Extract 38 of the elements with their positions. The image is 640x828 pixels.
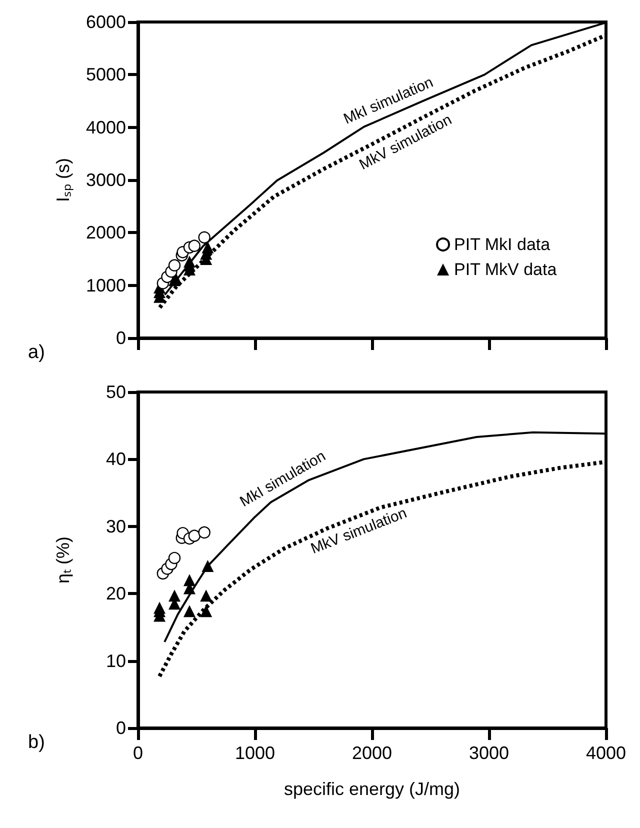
- point: [202, 560, 214, 572]
- text: b): [28, 732, 45, 753]
- point: [198, 526, 210, 539]
- point: [200, 590, 212, 602]
- x-tick-label: 1000: [234, 743, 276, 763]
- point: [183, 605, 196, 618]
- y-tick-label: 0: [116, 328, 126, 348]
- legend-label: PIT MkI data: [454, 235, 551, 254]
- y-tick-label: 30: [106, 516, 126, 536]
- x-tick-label: 0: [132, 743, 144, 763]
- point: [154, 602, 166, 614]
- y-tick-label: 0: [116, 718, 126, 738]
- point: [188, 530, 200, 542]
- y-tick-label: 3000: [86, 170, 126, 190]
- point: [183, 256, 196, 268]
- y-tick-label: 1000: [86, 275, 126, 296]
- point: [188, 240, 200, 252]
- y-tick-label: 20: [106, 584, 126, 604]
- text: a): [28, 342, 45, 363]
- x-axis-title: specific energy (J/mg): [284, 779, 460, 799]
- y-tick-label: 10: [106, 650, 126, 671]
- point: [168, 552, 181, 564]
- point: [200, 605, 212, 618]
- x-tick-label: 4000: [586, 743, 626, 763]
- point: [198, 231, 210, 244]
- point: [183, 574, 196, 586]
- x-tick-label: 3000: [468, 743, 510, 763]
- y-tick-label: 5000: [86, 64, 126, 85]
- point: [168, 259, 181, 272]
- y-tick-label: 2000: [86, 222, 126, 243]
- y-tick-label: 50: [106, 382, 126, 402]
- y-tick-label: 6000: [86, 12, 126, 32]
- y-tick-label: 40: [106, 449, 126, 470]
- legend-label: PIT MkV data: [454, 260, 558, 279]
- y-tick-label: 4000: [86, 117, 126, 138]
- y-axis-title: ηₜ (%): [53, 536, 73, 584]
- y-axis-title: Iₛₚ (s): [53, 158, 74, 202]
- x-tick-label: 2000: [352, 743, 392, 763]
